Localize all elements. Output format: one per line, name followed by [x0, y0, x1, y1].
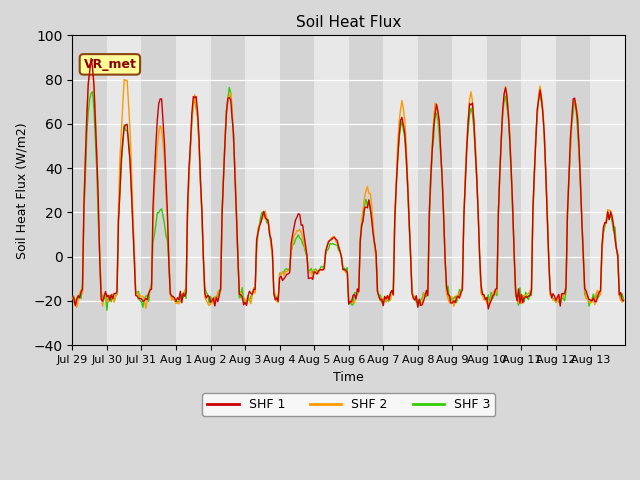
Bar	[556, 36, 591, 345]
Y-axis label: Soil Heat Flux (W/m2): Soil Heat Flux (W/m2)	[15, 122, 28, 259]
Bar	[487, 36, 522, 345]
Bar	[280, 36, 314, 345]
Bar	[418, 36, 452, 345]
Bar	[211, 36, 245, 345]
Title: Soil Heat Flux: Soil Heat Flux	[296, 15, 401, 30]
Legend: SHF 1, SHF 2, SHF 3: SHF 1, SHF 2, SHF 3	[202, 394, 495, 417]
Bar	[349, 36, 383, 345]
Bar	[72, 36, 107, 345]
X-axis label: Time: Time	[333, 371, 364, 384]
Bar	[141, 36, 176, 345]
Text: VR_met: VR_met	[83, 58, 136, 71]
